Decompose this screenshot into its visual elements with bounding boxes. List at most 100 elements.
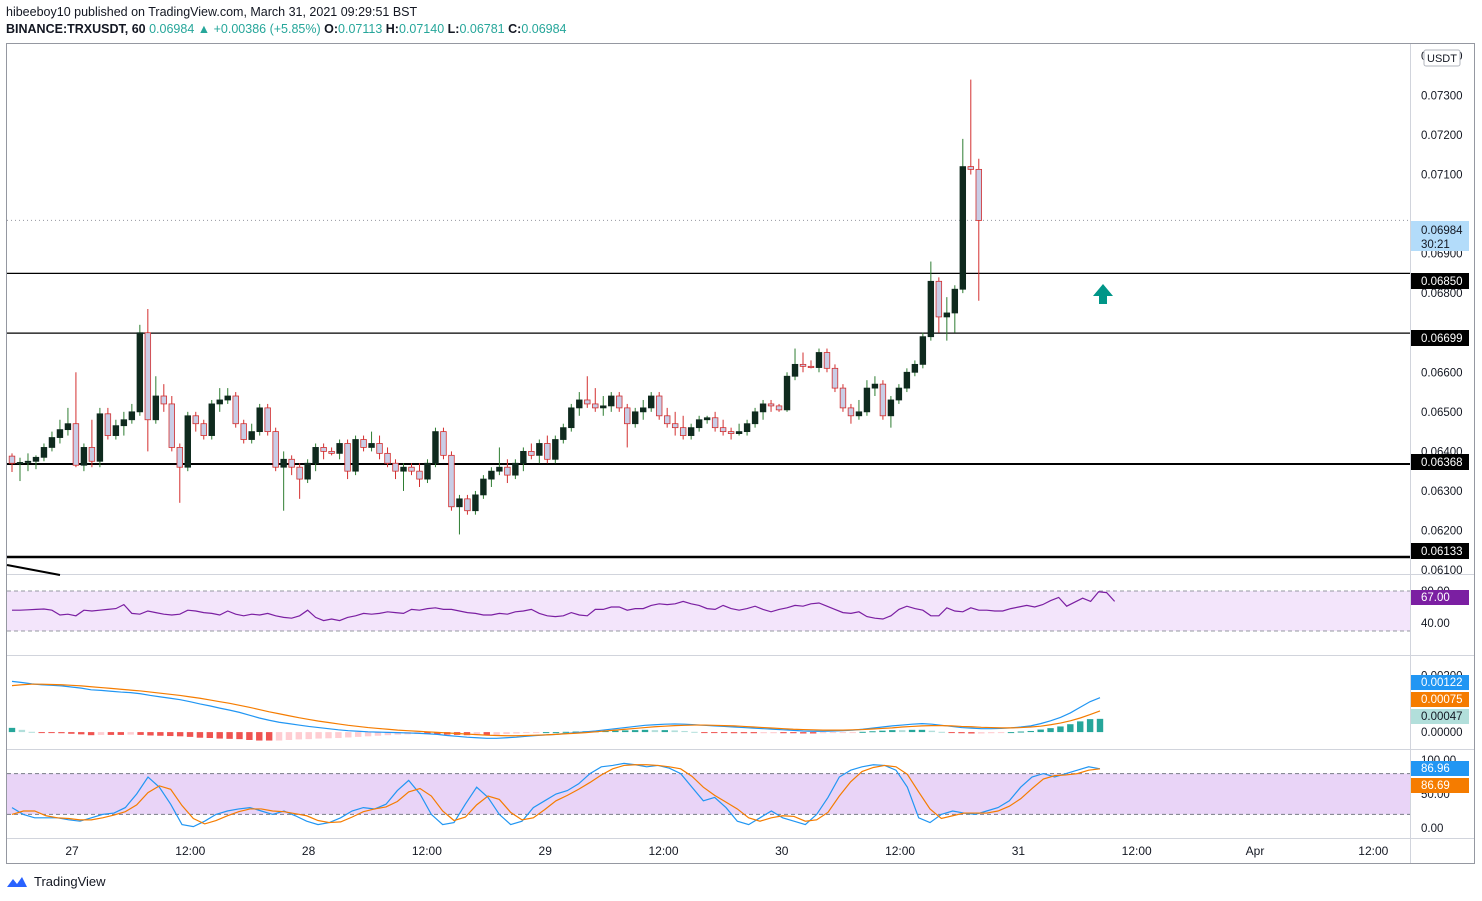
macd-histogram-bar	[879, 730, 886, 733]
high-value: 0.07140	[398, 22, 445, 36]
candle	[687, 423, 695, 440]
time-axis[interactable]: 27 12:00 28 12:00 29 12:00 30 12:00 31 12:00 Apr 12…	[65, 844, 1388, 858]
candle	[152, 376, 160, 424]
candle-body	[711, 417, 719, 429]
candle-body	[200, 423, 207, 436]
candle-body	[935, 280, 943, 318]
macd-histogram-bar	[345, 732, 352, 738]
candle-body	[24, 460, 32, 463]
candle	[951, 285, 959, 333]
macd-histogram-bar	[394, 732, 401, 735]
candle	[368, 431, 375, 452]
time-tick-label: 29	[539, 844, 553, 858]
candle	[408, 463, 415, 476]
macd-histogram-bar	[176, 732, 184, 737]
macd-histogram-bar	[533, 732, 540, 734]
candle-body	[360, 439, 367, 448]
macd-histogram-bar	[354, 732, 362, 737]
candle	[360, 435, 367, 452]
candle	[272, 427, 279, 472]
time-tick-label: 12:00	[1122, 844, 1152, 858]
macd-histogram-bar	[562, 731, 570, 733]
macd-tick-label: 0.00000	[1421, 727, 1463, 739]
macd-histogram-bar	[434, 732, 441, 735]
macd-histogram-bar	[770, 732, 777, 734]
candle	[344, 439, 351, 480]
candle	[312, 443, 319, 472]
countdown-label: 30:21	[1421, 239, 1450, 251]
price-pane[interactable]	[6, 79, 1410, 576]
candle	[727, 427, 735, 440]
candle	[224, 388, 231, 404]
signal-value-label: 0.00075	[1421, 694, 1463, 706]
candle	[168, 396, 175, 452]
symbol-label[interactable]: BINANCE:TRXUSDT, 60	[6, 22, 146, 36]
candle	[480, 475, 487, 499]
candle-body	[903, 371, 911, 389]
candle-body	[943, 312, 951, 318]
macd-pane[interactable]	[8, 680, 1104, 741]
macd-histogram-bar	[483, 732, 490, 736]
candle	[791, 348, 799, 381]
time-tick-label: 12:00	[412, 844, 442, 858]
candle	[128, 403, 136, 424]
candle-body	[671, 423, 679, 429]
tradingview-brand[interactable]: TradingView	[34, 874, 106, 889]
stoch-pane[interactable]	[7, 762, 1410, 828]
candle-body	[783, 375, 791, 411]
candle	[304, 459, 311, 484]
candle-body	[56, 429, 64, 438]
candle-body	[576, 399, 583, 409]
candle	[544, 435, 551, 464]
macd-histogram-bar	[918, 729, 926, 733]
chart-frame[interactable]	[6, 43, 1475, 864]
macd-histogram-bar	[829, 732, 837, 734]
macd-histogram-bar	[18, 729, 26, 733]
macd-histogram-bar	[800, 732, 807, 734]
macd-histogram-bar	[1007, 732, 1015, 734]
price-tick-label: 0.06500	[1421, 407, 1463, 419]
candle-body	[695, 419, 703, 429]
time-tick-label: 12:00	[175, 844, 205, 858]
candle-body	[384, 452, 391, 464]
price-tick-label: 0.06600	[1421, 367, 1463, 379]
macd-histogram-bar	[107, 732, 115, 735]
candle	[232, 392, 239, 428]
candle-body	[232, 395, 239, 425]
rsi-pane[interactable]	[7, 590, 1410, 632]
trend-line[interactable]	[6, 564, 61, 576]
candle-body	[855, 411, 863, 417]
candle-body	[40, 447, 48, 458]
candle	[512, 459, 519, 480]
candle-body	[248, 431, 255, 440]
price-tick-label: 0.07300	[1421, 90, 1463, 102]
macd-histogram-bar	[968, 732, 975, 734]
candle-body	[72, 423, 80, 466]
candle	[863, 380, 871, 416]
macd-histogram-bar	[1096, 718, 1104, 733]
time-tick-label: 12:00	[1358, 844, 1388, 858]
candle-body	[64, 423, 72, 431]
candle	[959, 138, 967, 294]
candle-body	[632, 411, 639, 425]
macd-histogram-bar	[127, 732, 134, 735]
macd-histogram-bar	[790, 732, 797, 734]
macd-histogram-bar	[186, 732, 194, 737]
macd-histogram-bar	[1037, 729, 1044, 733]
candle-body	[176, 447, 183, 468]
macd-histogram-bar	[780, 732, 787, 734]
candle	[703, 415, 711, 424]
candle-body	[919, 336, 927, 365]
candle	[799, 352, 807, 373]
candle	[352, 435, 359, 476]
candle-body	[879, 383, 887, 417]
candle-body	[48, 437, 56, 448]
candle	[695, 415, 703, 432]
candle	[632, 407, 639, 428]
rsi-tick-label: 40.00	[1421, 618, 1450, 630]
candle	[200, 419, 207, 440]
macd-histogram-bar	[58, 732, 65, 734]
macd-histogram-bar	[1067, 724, 1074, 733]
tradingview-logo-icon[interactable]	[6, 875, 28, 889]
